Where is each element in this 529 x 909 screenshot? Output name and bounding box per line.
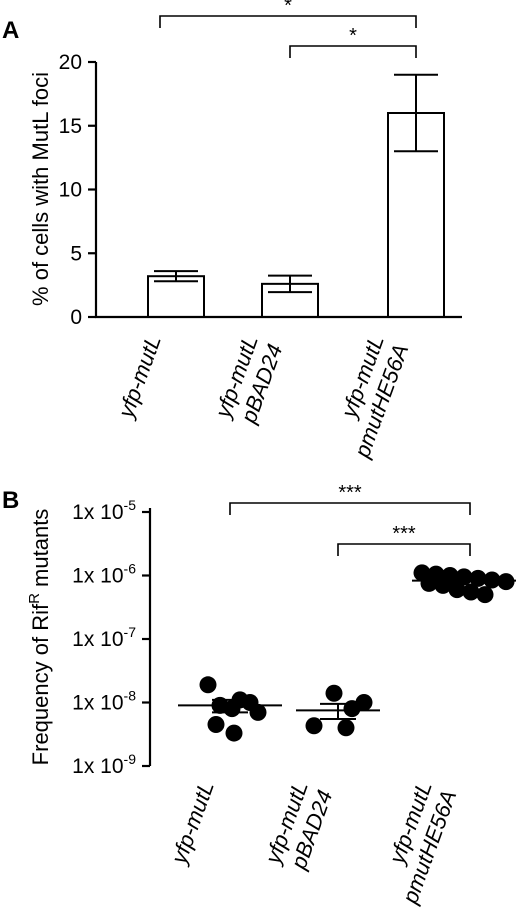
y-axis-a [94,62,462,319]
y-tick-label-b-exp-3: -8 [124,688,137,704]
sig-a-1-bracket [289,45,417,58]
y-tick-label-b-2: 1x 10-7 [72,624,136,651]
error-bar-a-2 [394,73,438,153]
y-tick-label-b-1: 1x 10-6 [72,561,136,588]
y-tick-label-a-0: 0 [70,306,82,329]
chart-panel-b: B Frequency of RifR mutants 1x 10-51x 10… [2,482,516,908]
point-b-1-0 [325,684,343,702]
y-tick-label-b-base-0: 1x 10 [72,501,123,524]
y-axis-label-b-tail: mutants [28,509,53,593]
chart-panel-a: A % of cells with MutL foci 0 5 10 15 20 yfp… [2,0,462,462]
point-b-2-9 [448,581,466,599]
point-b-0-5 [249,703,267,721]
point-b-1-3 [305,717,323,735]
bars-a [147,112,445,319]
point-b-2-10 [462,583,480,601]
y-tick-label-b-0: 1x 10-5 [72,497,136,524]
y-axis-label-a: % of cells with MutL foci [28,72,53,306]
sem-bar-b-1 [320,702,356,720]
sig-a-0-bracket [159,15,417,28]
x-tick-label-b-0: yfp-mutL [165,778,218,869]
sig-a-1-label: * [349,25,357,47]
y-tick-label-a-5: 5 [70,242,82,265]
y-ticks-b: 1x 10-51x 10-61x 10-71x 10-81x 10-9 [72,497,150,778]
y-tick-label-b-exp-1: -6 [124,561,137,577]
point-b-2-11 [476,586,494,604]
point-b-2-6 [497,573,515,591]
y-tick-label-b-exp-0: -5 [124,497,137,513]
mean-lines-b [178,579,516,720]
point-b-2-4 [469,569,487,587]
y-tick-label-b-base-4: 1x 10 [72,755,123,778]
y-tick-label-b-base-1: 1x 10 [72,565,123,588]
point-b-1-2 [343,700,361,718]
error-bar-a-1 [268,274,312,294]
significance-b: *** *** [229,482,471,556]
x-tick-label-b-0-line-0: yfp-mutL [165,778,218,869]
point-b-2-7 [420,574,438,592]
error-bar-a-0 [154,270,198,283]
point-b-0-7 [225,724,243,742]
significance-a: ** [159,0,417,58]
y-tick-label-b-exp-4: -9 [124,751,137,767]
y-tick-label-b-exp-2: -7 [124,624,137,640]
point-b-1-4 [337,719,355,737]
panel-label-b: B [2,487,19,514]
point-b-0-4 [223,700,241,718]
sig-b-1-label: *** [392,523,416,545]
y-ticks-a: 0 5 10 15 20 [59,51,96,329]
y-tick-label-b-base-2: 1x 10 [72,628,123,651]
bar-a-0 [147,275,205,319]
sig-b-0-label: *** [338,482,362,504]
sig-a-0-label: * [284,0,292,17]
sem-bar-b-0 [212,698,248,714]
panel-label-a: A [2,17,19,44]
y-tick-label-b-3: 1x 10-8 [72,688,136,715]
x-tick-label-a-0-line-0: yfp-mutL [112,332,165,423]
y-tick-label-b-base-3: 1x 10 [72,692,123,715]
sig-b-1-bracket [337,543,471,556]
y-axis-label-b-sup: R [26,593,43,604]
sig-b-0-bracket [229,502,471,515]
y-tick-label-b-4: 1x 10-9 [72,751,136,778]
y-tick-label-a-10: 10 [59,179,82,202]
y-tick-label-a-20: 20 [59,51,82,74]
point-b-0-6 [207,716,225,734]
point-b-0-0 [199,676,217,694]
y-axis-label-b: Frequency of RifR mutants [26,509,53,766]
y-tick-label-a-15: 15 [59,115,82,138]
y-axis-label-b-main: Frequency of Rif [28,603,53,765]
points-b [199,564,515,742]
error-bars-a [154,73,438,294]
x-tick-label-a-0: yfp-mutL [112,332,165,423]
